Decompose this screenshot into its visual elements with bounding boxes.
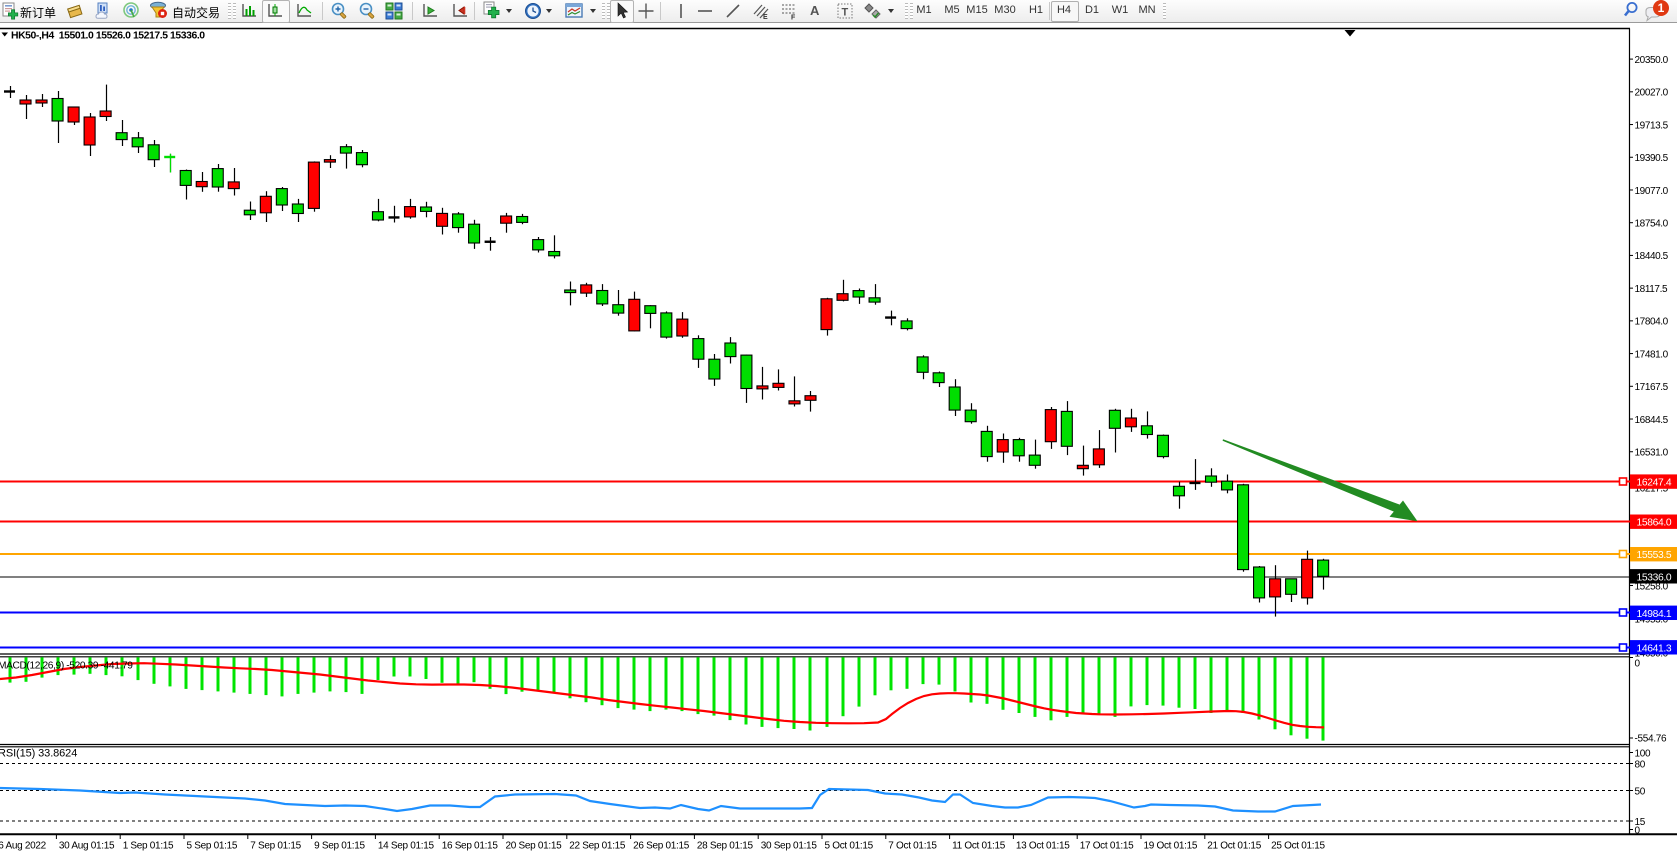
svg-text:16531.0: 16531.0 — [1635, 448, 1669, 459]
svg-text:21 Oct 01:15: 21 Oct 01:15 — [1207, 841, 1261, 852]
svg-text:80: 80 — [1635, 759, 1646, 770]
svg-text:19 Oct 01:15: 19 Oct 01:15 — [1144, 841, 1198, 852]
svg-text:15336.0: 15336.0 — [1637, 572, 1672, 583]
svg-text:16 Sep 01:15: 16 Sep 01:15 — [442, 841, 499, 852]
svg-text:5 Sep 01:15: 5 Sep 01:15 — [187, 841, 238, 852]
svg-text:30 Sep 01:15: 30 Sep 01:15 — [761, 841, 818, 852]
svg-text:1 Sep 01:15: 1 Sep 01:15 — [123, 841, 174, 852]
svg-text:15: 15 — [1635, 817, 1646, 828]
svg-text:15864.0: 15864.0 — [1637, 518, 1672, 529]
svg-text:17 Oct 01:15: 17 Oct 01:15 — [1080, 841, 1134, 852]
svg-text:13 Oct 01:15: 13 Oct 01:15 — [1016, 841, 1070, 852]
svg-text:16217.5: 16217.5 — [1635, 484, 1669, 495]
svg-text:16247.4: 16247.4 — [1637, 478, 1672, 489]
svg-text:50: 50 — [1635, 786, 1646, 797]
svg-text:0: 0 — [1635, 825, 1641, 836]
svg-text:22 Sep 01:15: 22 Sep 01:15 — [569, 841, 626, 852]
svg-text:20 Sep 01:15: 20 Sep 01:15 — [506, 841, 563, 852]
svg-text:18754.0: 18754.0 — [1635, 219, 1669, 230]
svg-text:7 Oct 01:15: 7 Oct 01:15 — [888, 841, 937, 852]
svg-text:15258.0: 15258.0 — [1635, 581, 1669, 592]
svg-text:26 Sep 01:15: 26 Sep 01:15 — [633, 841, 690, 852]
svg-text:17481.0: 17481.0 — [1635, 349, 1669, 360]
svg-text:30 Aug 01:15: 30 Aug 01:15 — [59, 841, 115, 852]
svg-text:17804.0: 17804.0 — [1635, 317, 1669, 328]
svg-text:28 Sep 01:15: 28 Sep 01:15 — [697, 841, 754, 852]
svg-text:17167.5: 17167.5 — [1635, 382, 1669, 393]
svg-text:E: E — [763, 14, 768, 20]
svg-text:T: T — [842, 7, 849, 19]
svg-text:20350.0: 20350.0 — [1635, 55, 1669, 66]
svg-text:19077.0: 19077.0 — [1635, 186, 1669, 197]
svg-text:MACD(12,26,9) -520.39 -441.79: MACD(12,26,9) -520.39 -441.79 — [0, 661, 133, 672]
svg-text:F: F — [791, 15, 796, 21]
svg-text:100: 100 — [1635, 748, 1652, 759]
svg-text:HK50-,H4 15501.0 15526.0 1521: HK50-,H4 15501.0 15526.0 15217.5 15336.0 — [11, 31, 205, 42]
svg-text:9 Sep 01:15: 9 Sep 01:15 — [314, 841, 365, 852]
svg-text:18440.5: 18440.5 — [1635, 251, 1669, 262]
svg-text:18117.5: 18117.5 — [1635, 284, 1668, 295]
svg-text:0: 0 — [1635, 659, 1641, 670]
svg-text:26 Aug 2022: 26 Aug 2022 — [0, 841, 47, 852]
svg-text:5 Oct 01:15: 5 Oct 01:15 — [825, 841, 874, 852]
svg-text:19713.5: 19713.5 — [1635, 120, 1669, 131]
svg-text:RSI(15) 33.8624: RSI(15) 33.8624 — [0, 748, 77, 760]
svg-text:7 Sep 01:15: 7 Sep 01:15 — [250, 841, 301, 852]
svg-text:15553.5: 15553.5 — [1637, 550, 1672, 561]
svg-text:20027.0: 20027.0 — [1635, 88, 1669, 99]
svg-text:14984.1: 14984.1 — [1637, 609, 1672, 620]
svg-text:14641.3: 14641.3 — [1637, 643, 1672, 654]
svg-text:19390.5: 19390.5 — [1635, 153, 1669, 164]
svg-text:14 Sep 01:15: 14 Sep 01:15 — [378, 841, 435, 852]
svg-text:-554.76: -554.76 — [1635, 734, 1668, 745]
svg-text:16844.5: 16844.5 — [1635, 415, 1669, 426]
svg-text:25 Oct 01:15: 25 Oct 01:15 — [1271, 841, 1325, 852]
svg-text:11 Oct 01:15: 11 Oct 01:15 — [952, 841, 1006, 852]
